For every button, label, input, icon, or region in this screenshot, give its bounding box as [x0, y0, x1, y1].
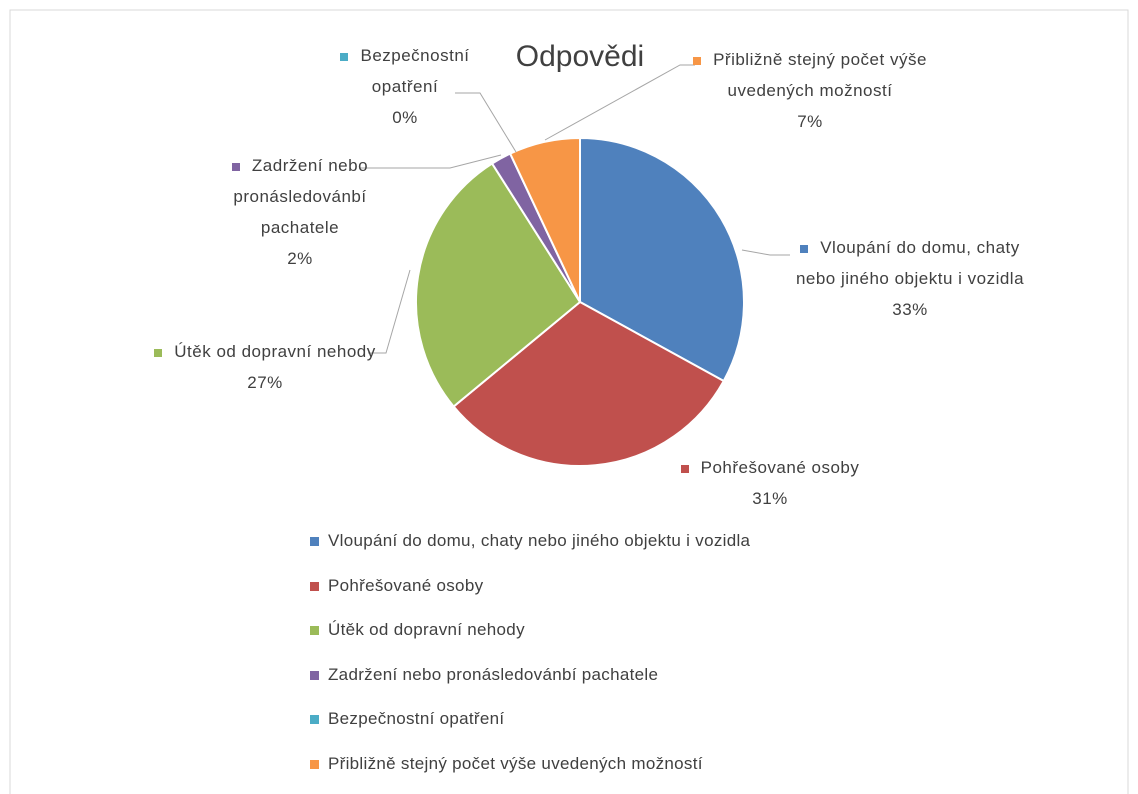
legend-marker [310, 537, 319, 547]
label-value: 7% [797, 112, 823, 131]
chart-title: Odpovědi [516, 40, 644, 73]
leader-line [741, 249, 790, 256]
legend-label: Pohřešované osoby [328, 575, 484, 595]
label-category: Zadržení nebo pronásledovánbí pachatele [233, 156, 369, 237]
legend-item: Vloupání do domu, chaty nebo jiného obje… [310, 531, 750, 551]
legend-item: Přibližně stejný počet výše uvedených mo… [310, 754, 703, 774]
label-category: Vloupání do domu, chaty nebo jiného obje… [795, 238, 1025, 288]
label-value: 0% [392, 108, 418, 127]
legend-label: Útěk od dopravní nehody [328, 620, 525, 639]
label-marker [154, 348, 163, 357]
legend-item: Útěk od dopravní nehody [310, 620, 525, 640]
label-value: 27% [247, 373, 283, 392]
label-marker [231, 162, 240, 171]
leader-line [368, 269, 411, 354]
data-label: Pohřešované osoby 31% [640, 452, 900, 514]
label-value: 31% [752, 489, 788, 508]
legend-marker [310, 581, 319, 591]
legend-marker [310, 626, 319, 636]
pie-slice [452, 300, 726, 467]
label-value: 33% [892, 300, 928, 319]
data-label: Vloupání do domu, chaty nebo jiného obje… [795, 232, 1025, 325]
leader-line [360, 154, 502, 169]
legend-marker [310, 759, 319, 769]
chart-frame [9, 9, 1129, 794]
pie-slice [415, 162, 582, 408]
legend-marker [310, 670, 319, 680]
legend-item: Bezpečnostní opatření [310, 709, 504, 729]
legend-item: Pohřešované osoby [310, 576, 483, 596]
label-category: Pohřešované osoby [700, 458, 860, 477]
pie-slice [579, 136, 745, 383]
legend-label: Bezpečnostní opatření [328, 709, 505, 728]
data-label: Útěk od dopravní nehody 27% [150, 336, 380, 398]
legend-marker [310, 715, 319, 725]
data-label: Přibližně stejný počet výše uvedených mo… [690, 44, 930, 137]
label-value: 2% [287, 249, 313, 268]
label-category: Bezpečnostní opatření [360, 46, 470, 96]
label-marker [800, 244, 809, 253]
label-marker [680, 464, 689, 473]
leader-line [455, 92, 517, 153]
data-label: Bezpečnostní opatření 0% [325, 40, 485, 133]
data-label: Zadržení nebo pronásledovánbí pachatele 2… [195, 150, 405, 274]
label-marker [693, 56, 702, 65]
leader-line [544, 64, 695, 141]
label-marker [340, 52, 349, 61]
legend-label: Přibližně stejný počet výše uvedených mo… [328, 753, 703, 773]
pie-slice [508, 136, 581, 303]
legend-label: Vloupání do domu, chaty nebo jiného obje… [328, 531, 751, 550]
label-category: Přibližně stejný počet výše uvedených mo… [713, 50, 927, 100]
legend-item: Zadržení nebo pronásledovánbí pachatele [310, 665, 658, 685]
legend-label: Zadržení nebo pronásledovánbí pachatele [328, 664, 659, 684]
label-category: Útěk od dopravní nehody [174, 342, 376, 361]
